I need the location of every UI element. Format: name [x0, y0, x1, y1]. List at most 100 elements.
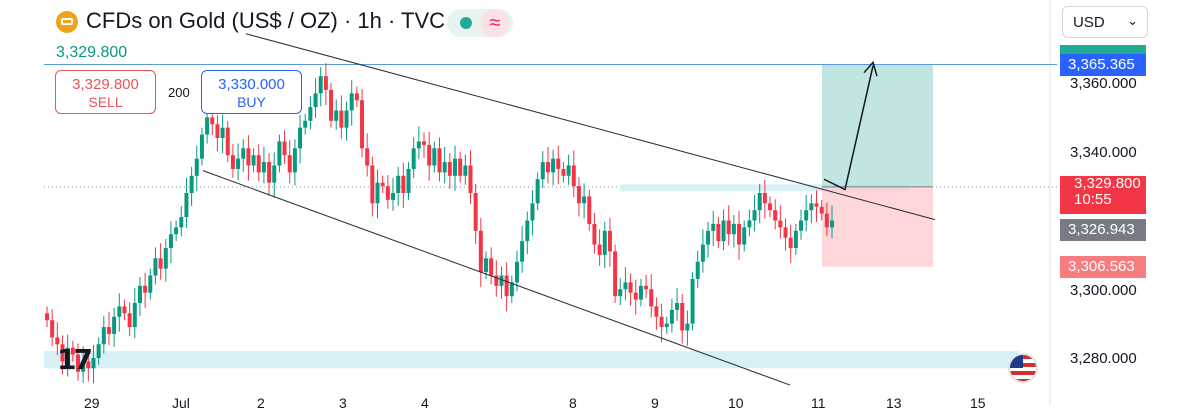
- x-tick-label: 11: [811, 395, 826, 411]
- candle-body: [463, 165, 468, 176]
- candle-body: [468, 165, 473, 193]
- candle-body: [644, 285, 649, 290]
- target-zone: [822, 64, 933, 187]
- candle-body: [762, 193, 767, 204]
- candle-body: [112, 316, 117, 334]
- candle-body: [205, 117, 210, 135]
- candle-body: [478, 230, 483, 273]
- candle-body: [649, 289, 654, 307]
- candle-body: [298, 127, 303, 149]
- candle-body: [793, 230, 798, 248]
- candle-body: [132, 303, 137, 328]
- candle-body: [241, 148, 246, 159]
- projection-arrow-head: [863, 60, 878, 77]
- candle-body: [520, 241, 525, 262]
- candle-body: [566, 165, 571, 176]
- candle-body: [716, 223, 721, 242]
- candle-body: [174, 227, 179, 235]
- candle-body: [96, 344, 101, 358]
- candle-body: [370, 165, 375, 204]
- candle-body: [742, 227, 747, 245]
- candle-body: [638, 285, 643, 300]
- x-tick-label: 13: [886, 395, 902, 411]
- candle-body: [323, 76, 328, 90]
- candle-body: [685, 323, 690, 331]
- candle-body: [432, 148, 437, 166]
- candle-body: [422, 141, 427, 145]
- candle-body: [184, 193, 189, 218]
- candle-body: [406, 168, 411, 193]
- candle-body: [210, 117, 215, 125]
- candle-body: [153, 258, 158, 276]
- sell-button[interactable]: 3,329.800 SELL: [55, 70, 156, 114]
- candle-body: [721, 220, 726, 242]
- candle-body: [86, 361, 91, 369]
- candle-body: [452, 158, 457, 176]
- candle-body: [447, 162, 452, 176]
- candle-body: [442, 162, 447, 173]
- candle-body: [344, 110, 349, 128]
- candle-body: [329, 89, 334, 121]
- candle-body: [545, 162, 550, 173]
- candle-body: [571, 165, 576, 187]
- candle-body: [731, 223, 736, 235]
- candle-body: [514, 261, 519, 283]
- buy-button[interactable]: 3,330.000 BUY: [201, 70, 302, 114]
- candle-body: [799, 220, 804, 231]
- x-tick-label: 9: [651, 395, 659, 411]
- candle-body: [251, 155, 256, 166]
- support-zone: [44, 351, 1019, 369]
- candle-body: [272, 165, 277, 183]
- candle-body: [91, 358, 96, 369]
- moving-average-tag: 3,326.943: [1060, 219, 1146, 241]
- y-tick-label: 3,340.000: [1070, 144, 1137, 161]
- currency-select[interactable]: USD ⌄: [1062, 6, 1148, 38]
- candle-body: [437, 148, 442, 173]
- candle-body: [267, 162, 272, 183]
- candle-body: [726, 220, 731, 235]
- candle-body: [757, 193, 762, 211]
- x-tick-label: 15: [970, 395, 986, 411]
- candle-body: [396, 175, 401, 193]
- candle-body: [246, 148, 251, 166]
- candle-body: [365, 148, 370, 166]
- candle-body: [261, 162, 266, 173]
- channel-upper-line: [245, 33, 936, 221]
- candle-body: [106, 327, 111, 334]
- market-status-pill[interactable]: ≈: [447, 9, 513, 37]
- current-price-value: 3,329.800: [1074, 175, 1141, 192]
- candle-body: [199, 134, 204, 159]
- candle-body: [427, 144, 432, 166]
- flag-canton: [1010, 355, 1023, 368]
- candle-body: [75, 354, 80, 372]
- candle-body: [220, 127, 225, 138]
- candle-body: [551, 158, 556, 173]
- x-tick-label: 29: [84, 395, 100, 411]
- candle-body: [783, 227, 788, 238]
- candle-body: [282, 141, 287, 156]
- candle-body: [669, 309, 674, 324]
- candle-body: [489, 258, 494, 276]
- candle-body: [737, 223, 742, 245]
- candle-body: [375, 182, 380, 204]
- candle-body: [582, 196, 587, 204]
- symbol-title[interactable]: CFDs on Gold (US$ / OZ) · 1h · TVC: [86, 8, 446, 33]
- candle-body: [747, 220, 752, 228]
- chevron-down-icon: ⌄: [1127, 13, 1138, 28]
- candle-body: [385, 186, 390, 200]
- candle-body: [788, 237, 793, 248]
- currency-label: USD: [1073, 14, 1105, 31]
- candle-body: [814, 203, 819, 207]
- candle-body: [70, 347, 75, 355]
- us-flag-icon[interactable]: [1008, 353, 1038, 383]
- candle-body: [664, 323, 669, 328]
- candle-body: [576, 186, 581, 204]
- candle-body: [308, 107, 313, 121]
- tradingview-logo-icon[interactable]: 17: [57, 343, 93, 376]
- candle-body: [530, 203, 535, 221]
- candle-body: [473, 193, 478, 231]
- current-price-tag: 3,329.800 10:55: [1060, 176, 1146, 214]
- candle-body: [483, 258, 488, 273]
- candle-body: [613, 251, 618, 297]
